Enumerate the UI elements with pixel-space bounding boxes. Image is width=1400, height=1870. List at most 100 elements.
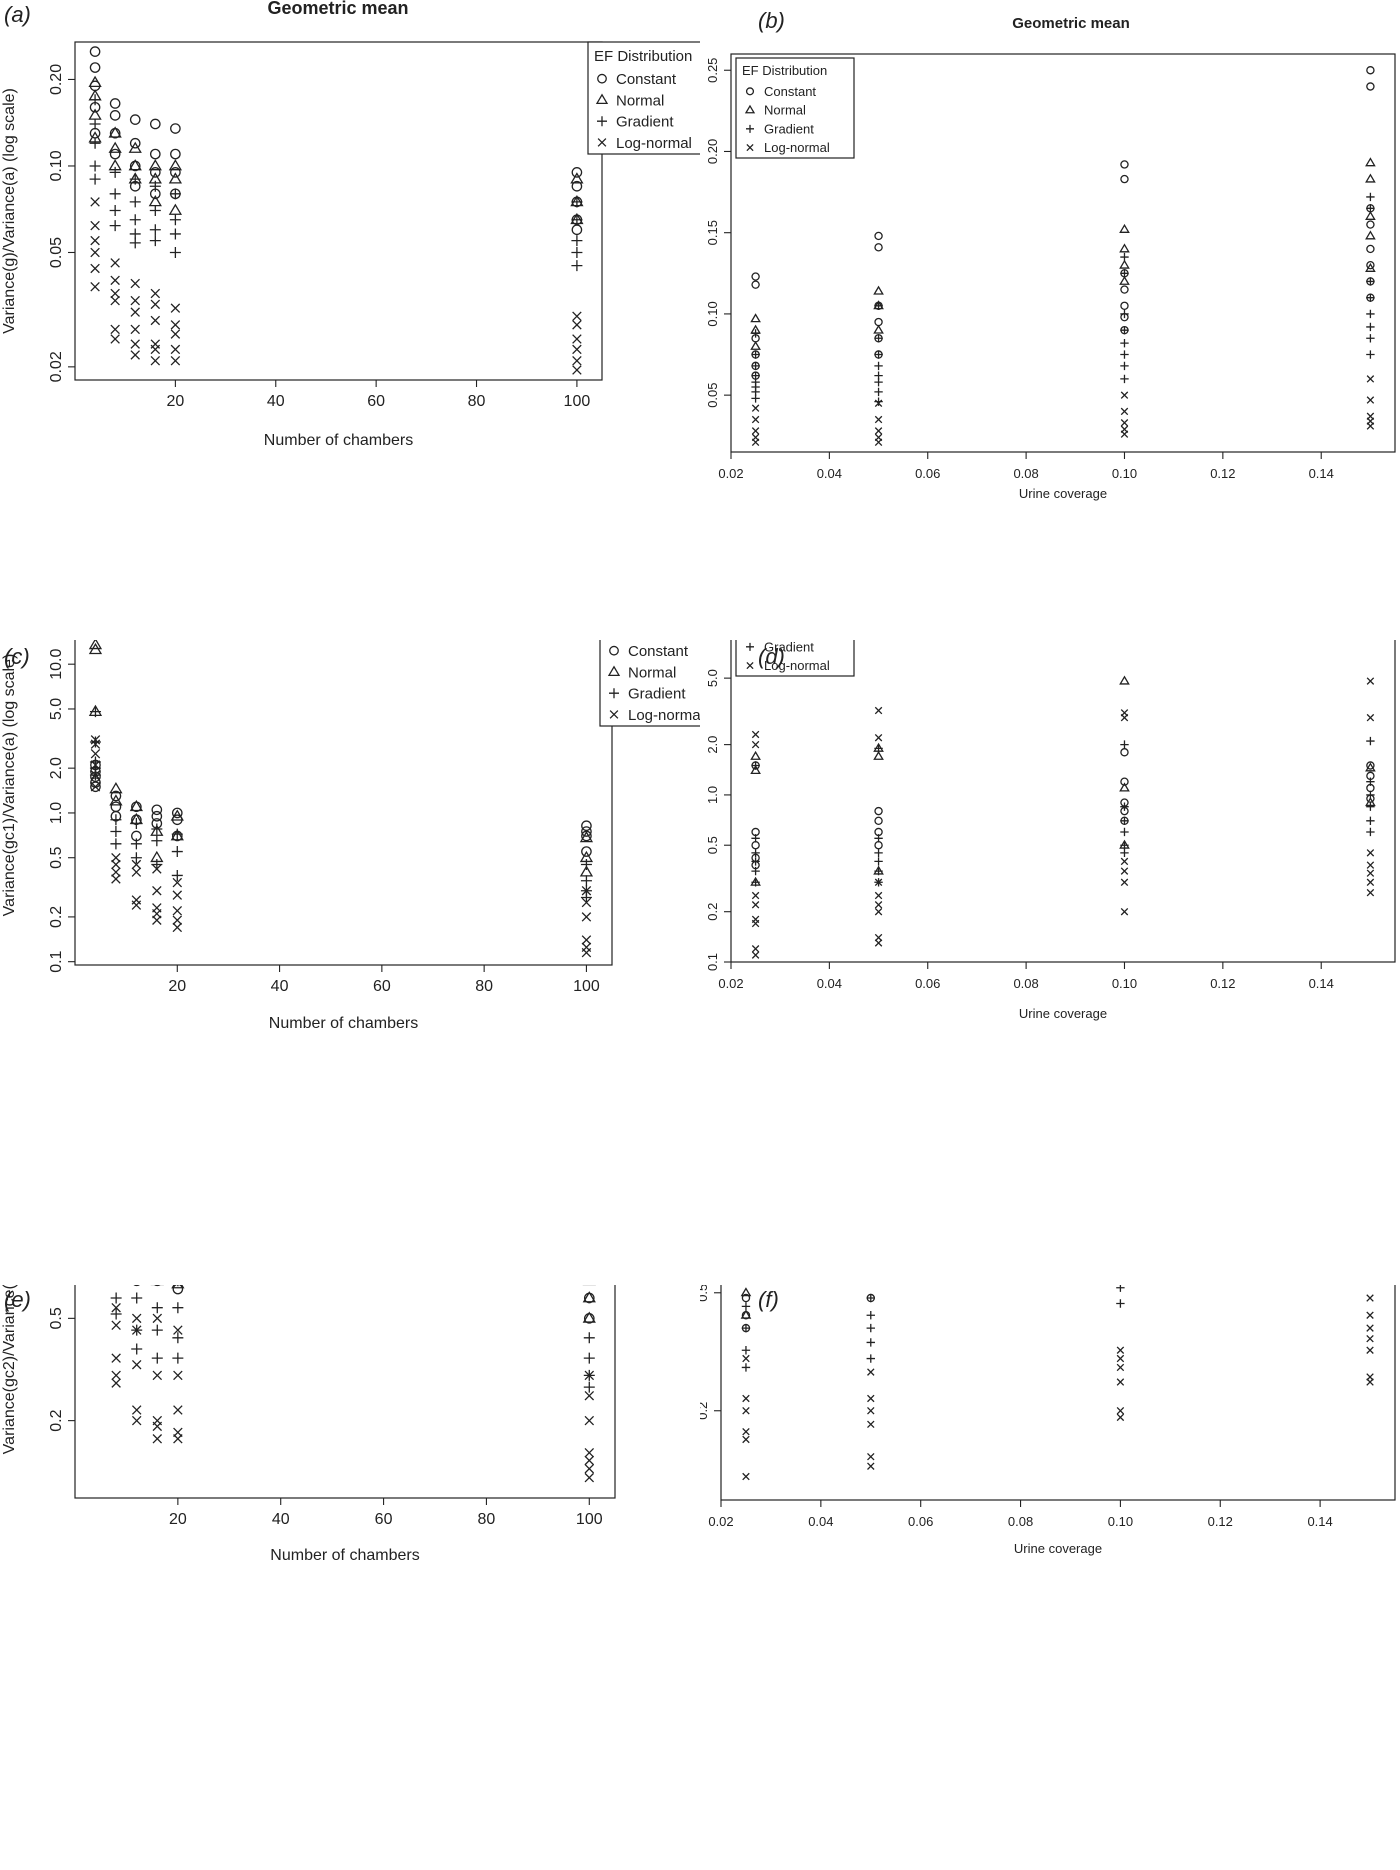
data-point (875, 428, 882, 435)
data-point (582, 936, 591, 945)
x-tick-label: 0.06 (915, 976, 940, 991)
series-gradient (90, 706, 592, 903)
data-point (173, 1285, 182, 1294)
data-point (151, 835, 162, 846)
data-point (130, 196, 141, 207)
data-point (1117, 1379, 1124, 1386)
series-log-normal (91, 198, 581, 375)
data-point (171, 321, 180, 330)
legend-entry: Log-normal (628, 707, 700, 724)
data-point (132, 1416, 141, 1425)
data-point (131, 279, 140, 288)
data-point (752, 842, 759, 849)
data-point (1121, 419, 1128, 426)
data-point (752, 281, 759, 288)
data-point (170, 188, 181, 199)
data-point (1121, 286, 1128, 293)
data-point (173, 891, 182, 900)
data-point (742, 1363, 750, 1371)
data-point (585, 1448, 594, 1457)
data-point (571, 247, 582, 258)
legend-entry: Log-normal (616, 135, 692, 152)
data-point (111, 289, 120, 298)
data-point (1120, 828, 1128, 836)
data-point (582, 948, 591, 957)
legend-entry: Constant (616, 71, 677, 88)
data-point (151, 289, 160, 298)
data-point (131, 1292, 142, 1303)
data-point (151, 316, 160, 325)
legend-entry: Gradient (628, 686, 686, 703)
data-point (110, 205, 121, 216)
panel-c: (c) Corrected geometric mean (Method 1)2… (0, 640, 700, 1240)
data-point (585, 1456, 594, 1465)
x-tick-label: 60 (367, 393, 385, 410)
panel-d: (d) Corrected geometric mean (Method 1)0… (700, 640, 1400, 1240)
data-point (1120, 253, 1128, 261)
data-point (171, 304, 180, 313)
y-tick-label: 0.1 (705, 953, 720, 971)
data-point (751, 834, 759, 842)
data-point (1120, 277, 1128, 284)
data-point (111, 335, 120, 344)
series-constant (91, 760, 591, 856)
data-point (131, 308, 140, 317)
y-tick-label: 10.0 (48, 649, 65, 680)
chart-e: Corrected geometric mean (Method 2)20406… (0, 1285, 700, 1865)
data-point (174, 1406, 183, 1415)
y-axis: 0.10.20.51.02.05.010.020.0 (48, 640, 75, 973)
data-point (874, 857, 882, 865)
data-point (752, 952, 759, 959)
x-tick-label: 60 (373, 978, 391, 995)
panel-label-a: (a) (4, 2, 31, 28)
y-axis: 0.020.050.100.20 (48, 64, 75, 383)
data-point (1120, 677, 1128, 684)
data-point (1121, 868, 1128, 875)
data-point (751, 342, 759, 349)
chart-f: Corrected geometric mean (Method 2)0.020… (700, 1285, 1400, 1865)
data-point (1366, 350, 1374, 358)
data-point (174, 1434, 183, 1443)
data-point (171, 356, 180, 365)
plot-frame (75, 640, 612, 965)
x-tick-label: 40 (267, 393, 285, 410)
y-tick-label: 1.0 (705, 786, 720, 804)
data-point (150, 196, 161, 205)
data-point (111, 259, 120, 268)
data-point (573, 345, 582, 354)
data-point (153, 916, 162, 925)
data-point (875, 734, 882, 741)
data-point (1121, 431, 1128, 438)
data-point (752, 439, 759, 446)
data-point (752, 731, 759, 738)
data-point (868, 1407, 875, 1414)
data-point (132, 868, 141, 877)
data-point (875, 439, 882, 446)
data-point (573, 335, 582, 344)
data-point (1121, 714, 1128, 721)
legend-title: EF Distribution (594, 48, 692, 65)
legend: EF DistributionConstantNormalGradientLog… (736, 58, 854, 158)
legend: EF DistributionConstantNormalGradientLog… (600, 640, 700, 726)
data-point (752, 902, 759, 909)
data-point (1121, 392, 1128, 399)
data-point (1366, 232, 1374, 239)
y-tick-label: 0.10 (48, 150, 65, 181)
y-tick-label: 2.0 (48, 757, 65, 779)
y-tick-label: 0.2 (48, 906, 65, 928)
series-normal (90, 1285, 595, 1322)
data-point (110, 188, 121, 199)
y-tick-label: 0.10 (705, 301, 720, 326)
data-point (90, 160, 101, 171)
series-log-normal (91, 1285, 593, 1482)
data-point (1117, 1364, 1124, 1371)
x-tick-label: 0.02 (708, 1514, 733, 1529)
series-gradient (751, 193, 1374, 406)
chart-d: Corrected geometric mean (Method 1)0.020… (700, 640, 1400, 1240)
legend-entry: Normal (616, 92, 664, 109)
x-tick-label: 20 (168, 978, 186, 995)
